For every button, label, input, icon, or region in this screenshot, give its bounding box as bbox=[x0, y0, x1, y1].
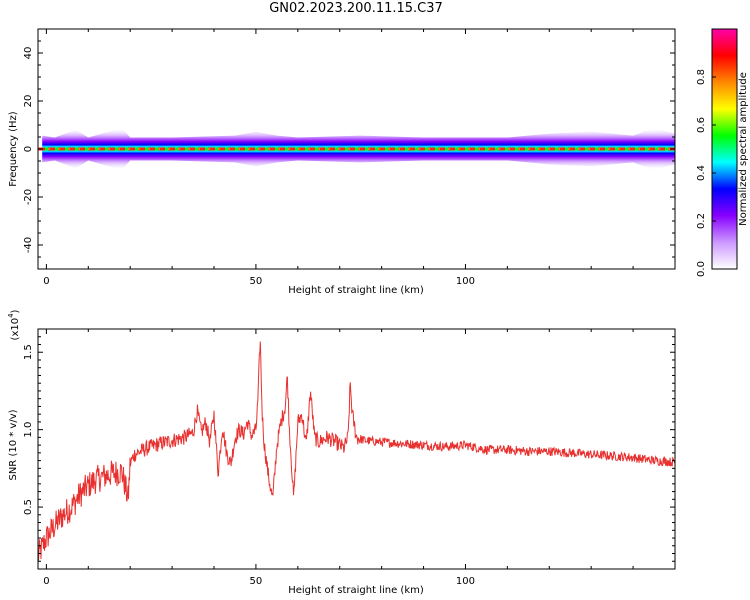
spectrogram-y-axis-label: Frequency (Hz) bbox=[8, 111, 19, 187]
snr-y-ticks: 0.5 1.0 1.5 bbox=[23, 336, 675, 570]
snr-y-axis-label: SNR (10 * v/v) bbox=[8, 409, 19, 480]
snr-x-axis-label: Height of straight line (km) bbox=[288, 585, 424, 596]
snr-x-ticks: 0 50 100 bbox=[43, 329, 676, 587]
colorbar-tick-label: 0.4 bbox=[696, 165, 707, 181]
spectrogram-x-axis-label: Height of straight line (km) bbox=[288, 285, 424, 296]
y-tick-label: 1.0 bbox=[23, 422, 34, 438]
colorbar-gradient bbox=[711, 28, 738, 270]
x-tick-label: 0 bbox=[43, 576, 49, 587]
x-tick-label: 100 bbox=[456, 276, 475, 287]
x-tick-label: 50 bbox=[250, 576, 263, 587]
snr-panel: 0 50 100 0.5 1.0 1.5 Height of straight line… bbox=[7, 309, 676, 596]
y-tick-label: 0.5 bbox=[23, 499, 34, 515]
snr-y-multiplier: (x104) bbox=[7, 309, 21, 340]
y-tick-label: 0 bbox=[23, 146, 34, 152]
x-tick-label: 100 bbox=[456, 576, 475, 587]
spectrogram-y-ticks: -40 -20 0 20 40 bbox=[23, 28, 675, 270]
colorbar-label: Normalized spectral amplitude bbox=[738, 72, 749, 226]
spectrogram-plot-area bbox=[38, 127, 675, 171]
x-tick-label: 50 bbox=[250, 276, 263, 287]
colorbar-tick-label: 0.6 bbox=[696, 117, 707, 133]
x-tick-label: 0 bbox=[43, 276, 49, 287]
colorbar-tick-label: 0.2 bbox=[696, 213, 707, 229]
spectrogram-x-ticks: 0 50 100 bbox=[43, 29, 676, 287]
snr-series-line bbox=[38, 341, 675, 561]
snr-plot-area bbox=[38, 341, 675, 561]
page-title: GN02.2023.200.11.15.C37 bbox=[269, 1, 443, 16]
y-tick-label: -20 bbox=[23, 189, 34, 205]
y-tick-label: 1.5 bbox=[23, 344, 34, 360]
colorbar-ticks: 0.0 0.2 0.4 0.6 0.8 bbox=[696, 69, 716, 277]
colorbar-tick-label: 0.0 bbox=[696, 261, 707, 277]
y-tick-label: 20 bbox=[23, 95, 34, 108]
spectrogram-panel: 0 50 100 -40 -20 0 20 40 Height of straight li… bbox=[8, 28, 676, 296]
y-tick-label: -40 bbox=[23, 237, 34, 253]
colorbar: 0.0 0.2 0.4 0.6 0.8 Normalized spectral ampl… bbox=[696, 28, 749, 277]
y-tick-label: 40 bbox=[23, 47, 34, 60]
snr-frame bbox=[37, 328, 676, 570]
colorbar-tick-label: 0.8 bbox=[696, 69, 707, 85]
